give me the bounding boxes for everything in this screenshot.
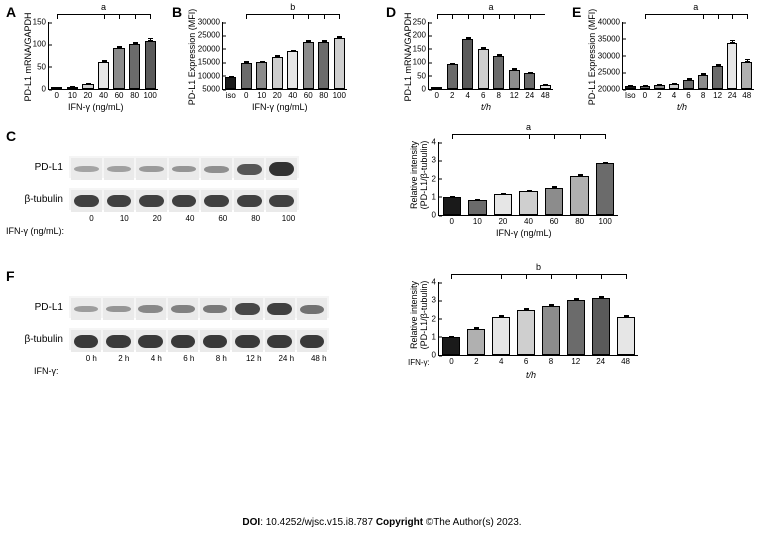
panel-a: A 05010015001020406080100a PD-L1 mRNA/GA… <box>6 4 166 114</box>
panel-c-pdl1-strip <box>69 156 299 178</box>
panel-d-xlabel: t/h <box>481 102 491 112</box>
panel-d-label: D <box>386 4 396 20</box>
panel-f-quant-xlabel: t/h <box>526 370 536 380</box>
panel-b: B 50001000015000200002500030000iso010204… <box>172 4 352 114</box>
panel-f-quant: 0123402468122448b Relative intensity (PD… <box>386 268 686 388</box>
panel-f-quant-prefix: IFN-γ: <box>408 358 430 367</box>
panel-e-label: E <box>572 4 581 20</box>
panel-c-quant: 0123401020406080100a Relative intensity … <box>386 128 666 243</box>
panel-b-ylabel: PD-L1 Expression (MFI) <box>187 7 197 107</box>
panel-d-ylabel: PD-L1 mRNA/GAPDH <box>403 7 413 107</box>
panel-f-lane-labels: 0 h2 h4 h6 h8 h12 h24 h48 h <box>14 354 335 363</box>
panel-f-label: F <box>6 268 15 284</box>
footer-doi: : 10.4252/wjsc.v15.i8.787 <box>260 517 376 528</box>
panel-c-lane-labels: 01020406080100 <box>14 214 305 223</box>
panel-a-xlabel: IFN-γ (ng/mL) <box>68 102 124 112</box>
panel-e-ylabel: PD-L1 Expression (MFI) <box>587 7 597 107</box>
panel-f: F PD-L1 β-tubulin 0 h2 h4 h6 h8 h12 h24 … <box>6 268 376 398</box>
panel-a-chart: 05010015001020406080100a <box>48 22 158 90</box>
panel-f-pdl1-label: PD-L1 <box>14 302 69 313</box>
panel-b-label: B <box>172 4 182 20</box>
panel-b-xlabel: IFN-γ (ng/mL) <box>252 102 308 112</box>
panel-c-blots: PD-L1 β-tubulin 01020406080100 <box>14 156 305 223</box>
panel-f-quant-ylabel1: Relative intensity <box>409 265 419 365</box>
panel-a-ylabel: PD-L1 mRNA/GAPDH <box>23 7 33 107</box>
panel-e-xlabel: t/h <box>677 102 687 112</box>
panel-e-chart: 2000025000300003500040000Iso02468122448a <box>622 22 754 90</box>
panel-c-quant-xlabel: IFN-γ (ng/mL) <box>496 228 552 238</box>
panel-c-tubulin-label: β-tubulin <box>14 194 69 205</box>
panel-c-tubulin-row: β-tubulin <box>14 188 305 210</box>
footer-doi-label: DOI <box>242 517 260 528</box>
panel-a-label: A <box>6 4 16 20</box>
panel-f-quant-ylabel2: (PD-L1/β-tubulin) <box>419 265 429 365</box>
panel-f-tubulin-label: β-tubulin <box>14 334 69 345</box>
panel-d: D 05010015020025002468122448a PD-L1 mRNA… <box>386 4 566 114</box>
panel-c-quant-chart: 0123401020406080100a <box>438 142 618 216</box>
panel-f-tubulin-row: β-tubulin <box>14 328 335 350</box>
panel-c: C PD-L1 β-tubulin 01020406080100 IFN-γ (… <box>6 128 376 258</box>
panel-b-chart: 50001000015000200002500030000iso01020406… <box>222 22 347 90</box>
panel-c-pdl1-row: PD-L1 <box>14 156 305 178</box>
panel-c-label: C <box>6 128 16 144</box>
panel-f-blots: PD-L1 β-tubulin 0 h2 h4 h6 h8 h12 h24 h4… <box>14 296 335 363</box>
footer-copyright: ©The Author(s) 2023. <box>423 517 522 528</box>
panel-c-quant-ylabel2: (PD-L1/β-tubulin) <box>419 125 429 225</box>
panel-c-quant-ylabel1: Relative intensity <box>409 125 419 225</box>
panel-f-pdl1-strip <box>69 296 329 318</box>
panel-c-row-label: IFN-γ (ng/mL): <box>6 226 64 236</box>
panel-f-row-label: IFN-γ: <box>34 366 59 376</box>
panel-e: E 2000025000300003500040000Iso0246812244… <box>572 4 760 114</box>
panel-c-tubulin-strip <box>69 188 299 210</box>
panel-c-pdl1-label: PD-L1 <box>14 162 69 173</box>
panel-f-tubulin-strip <box>69 328 329 350</box>
footer: DOI: 10.4252/wjsc.v15.i8.787 Copyright ©… <box>0 517 764 528</box>
footer-copyright-label: Copyright <box>376 517 423 528</box>
panel-d-chart: 05010015020025002468122448a <box>428 22 553 90</box>
panel-f-quant-chart: 0123402468122448b <box>438 282 638 356</box>
panel-f-pdl1-row: PD-L1 <box>14 296 335 318</box>
